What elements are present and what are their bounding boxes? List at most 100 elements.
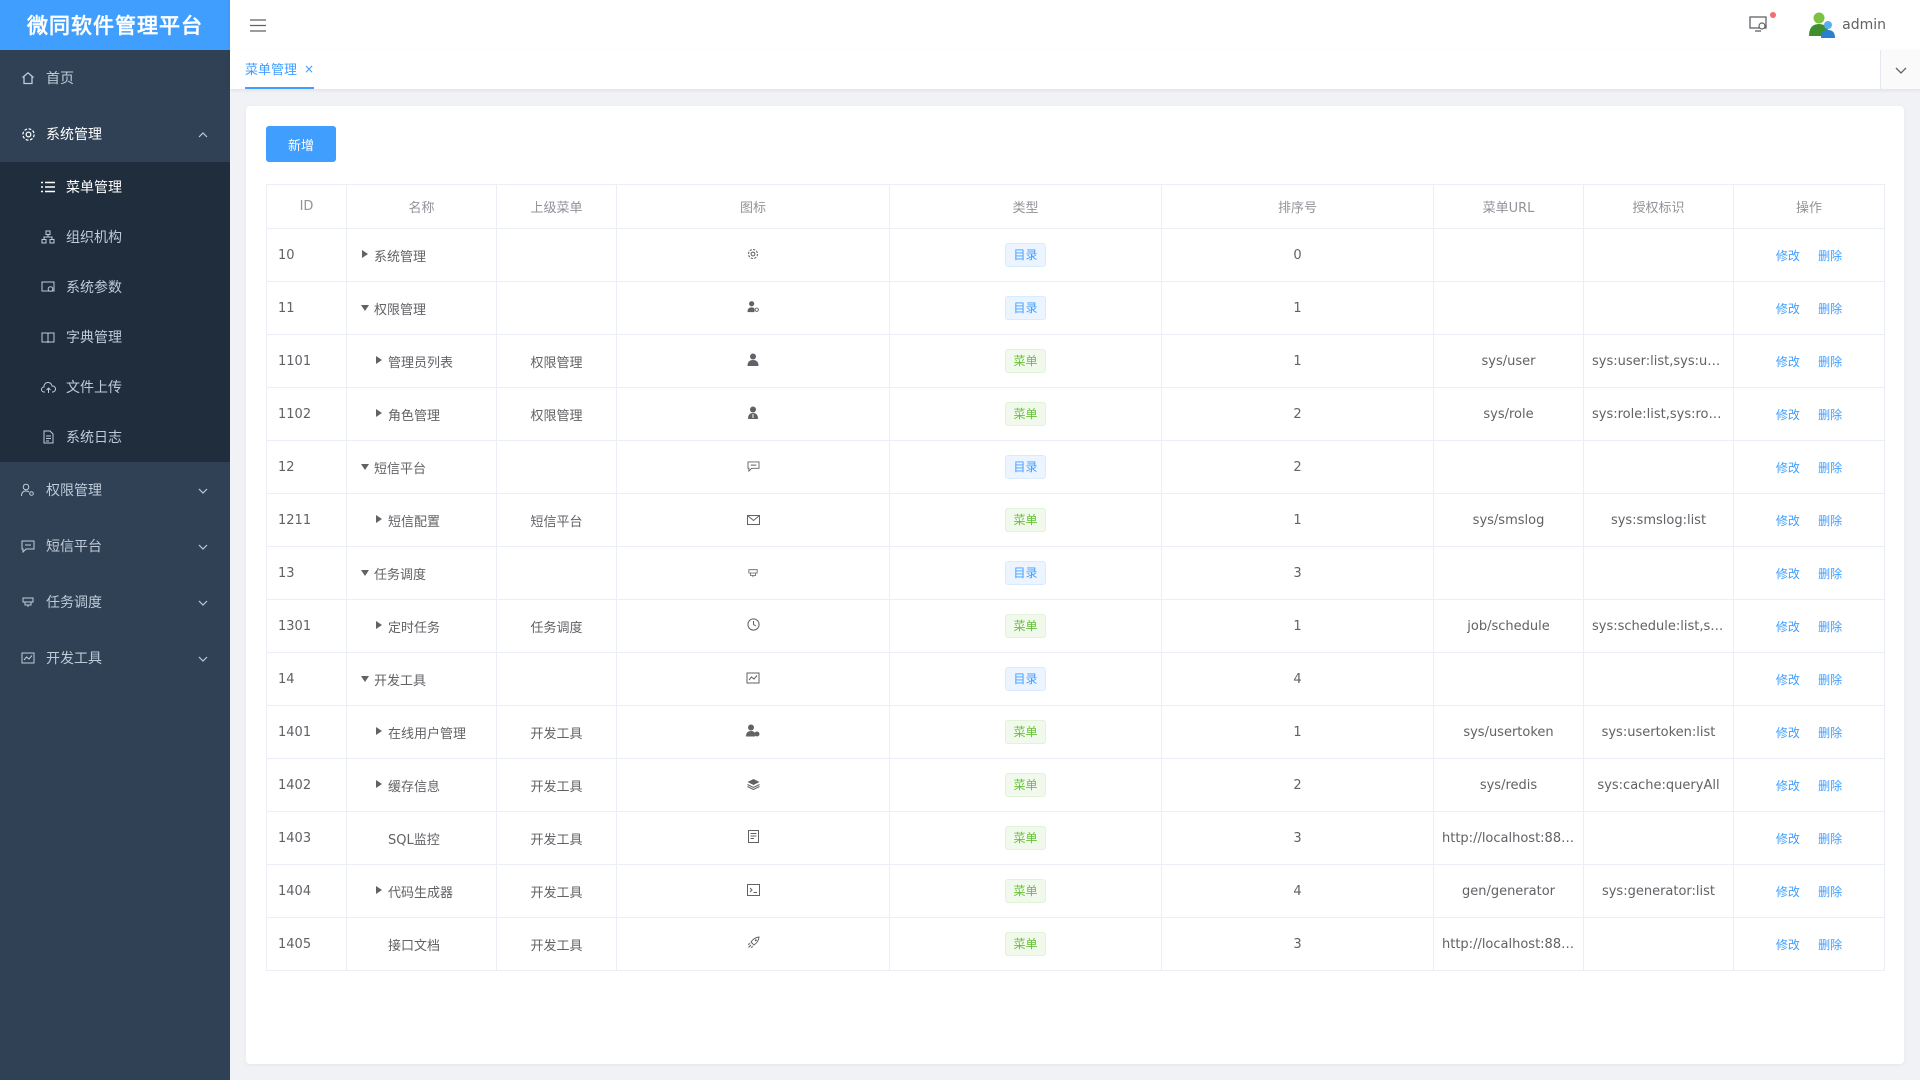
expand-caret-icon[interactable] xyxy=(373,409,385,419)
notification-button[interactable] xyxy=(1748,12,1777,36)
user-menu[interactable]: admin xyxy=(1806,10,1886,40)
sidebar-item-dictionary[interactable]: 字典管理 xyxy=(0,312,230,362)
expand-caret-icon[interactable] xyxy=(359,250,371,260)
edit-link[interactable]: 修改 xyxy=(1775,460,1800,475)
tabs-dropdown-button[interactable] xyxy=(1880,50,1920,89)
expand-caret-icon[interactable] xyxy=(373,356,385,366)
delete-link[interactable]: 删除 xyxy=(1818,248,1843,263)
delete-link[interactable]: 删除 xyxy=(1818,831,1843,846)
table-row: 11 权限管理 目录 1 修改 删除 xyxy=(266,281,1885,335)
type-tag: 菜单 xyxy=(1005,402,1046,426)
cell-sort: 4 xyxy=(1161,652,1434,706)
edit-link[interactable]: 修改 xyxy=(1775,566,1800,581)
sidebar-item-dev[interactable]: 开发工具 xyxy=(0,630,230,686)
edit-link[interactable]: 修改 xyxy=(1775,248,1800,263)
cell-actions: 修改 删除 xyxy=(1733,758,1885,812)
name-wrapper: 角色管理 xyxy=(355,405,440,424)
name-wrapper: 系统管理 xyxy=(355,246,426,265)
column-header: 操作 xyxy=(1733,184,1885,229)
edit-link[interactable]: 修改 xyxy=(1775,778,1800,793)
expand-caret-icon[interactable] xyxy=(359,304,371,313)
sidebar-item-logs[interactable]: 系统日志 xyxy=(0,412,230,462)
cell-perms: sys:generator:list xyxy=(1583,864,1734,918)
cell-perms xyxy=(1583,281,1734,335)
cell-id: 1211 xyxy=(266,493,347,547)
type-tag: 目录 xyxy=(1005,296,1046,320)
expand-caret-icon[interactable] xyxy=(359,569,371,578)
cell-parent xyxy=(496,281,617,335)
hamburger-icon[interactable] xyxy=(250,16,268,34)
expand-caret-icon[interactable] xyxy=(373,515,385,525)
delete-link[interactable]: 删除 xyxy=(1818,884,1843,899)
edit-link[interactable]: 修改 xyxy=(1775,407,1800,422)
name-wrapper: 权限管理 xyxy=(355,299,426,318)
sidebar-item-upload[interactable]: 文件上传 xyxy=(0,362,230,412)
type-tag: 菜单 xyxy=(1005,614,1046,638)
name-wrapper: 开发工具 xyxy=(355,670,426,689)
delete-link[interactable]: 删除 xyxy=(1818,460,1843,475)
delete-link[interactable]: 删除 xyxy=(1818,778,1843,793)
edit-link[interactable]: 修改 xyxy=(1775,831,1800,846)
cell-url xyxy=(1433,546,1584,600)
rocket-icon xyxy=(745,935,761,951)
sidebar-item-sms[interactable]: 短信平台 xyxy=(0,518,230,574)
sidebar-item-permission[interactable]: 权限管理 xyxy=(0,462,230,518)
delete-link[interactable]: 删除 xyxy=(1818,725,1843,740)
type-tag: 菜单 xyxy=(1005,508,1046,532)
role-icon xyxy=(745,405,761,421)
edit-link[interactable]: 修改 xyxy=(1775,301,1800,316)
table-header-row: ID 名称 上级菜单 图标 类型 排序号 菜单URL 授权标识 操作 xyxy=(266,184,1885,229)
cell-icon xyxy=(616,705,890,759)
expand-caret-icon[interactable] xyxy=(373,886,385,896)
type-tag: 菜单 xyxy=(1005,932,1046,956)
user-key-icon xyxy=(20,482,36,498)
delete-link[interactable]: 删除 xyxy=(1818,301,1843,316)
cell-perms xyxy=(1583,917,1734,971)
org-icon xyxy=(40,229,56,245)
cell-perms xyxy=(1583,546,1734,600)
cell-name: 任务调度 xyxy=(346,546,497,600)
cell-name: 短信配置 xyxy=(346,493,497,547)
sidebar-item-menu-management[interactable]: 菜单管理 xyxy=(0,162,230,212)
cell-id: 1301 xyxy=(266,599,347,653)
expand-caret-icon[interactable] xyxy=(373,780,385,790)
edit-link[interactable]: 修改 xyxy=(1775,672,1800,687)
sidebar-item-system[interactable]: 系统管理 xyxy=(0,106,230,162)
edit-link[interactable]: 修改 xyxy=(1775,937,1800,952)
edit-link[interactable]: 修改 xyxy=(1775,884,1800,899)
online-user-icon xyxy=(745,723,761,739)
cell-actions: 修改 删除 xyxy=(1733,493,1885,547)
cell-sort: 1 xyxy=(1161,281,1434,335)
sidebar-item-task[interactable]: 任务调度 xyxy=(0,574,230,630)
table-row: 1102 角色管理 权限管理 菜单 2 sys/role sys:role:li… xyxy=(266,387,1885,441)
add-button[interactable]: 新增 xyxy=(266,126,336,162)
cell-perms: sys:schedule:list,sys:schedule:info xyxy=(1583,599,1734,653)
sidebar-item-label: 文件上传 xyxy=(66,380,122,396)
delete-link[interactable]: 删除 xyxy=(1818,619,1843,634)
close-icon[interactable]: × xyxy=(304,61,315,76)
edit-link[interactable]: 修改 xyxy=(1775,619,1800,634)
expand-caret-icon[interactable] xyxy=(359,463,371,472)
edit-link[interactable]: 修改 xyxy=(1775,354,1800,369)
cell-name: 开发工具 xyxy=(346,652,497,706)
delete-link[interactable]: 删除 xyxy=(1818,513,1843,528)
sidebar-item-org[interactable]: 组织机构 xyxy=(0,212,230,262)
cell-parent: 开发工具 xyxy=(496,864,617,918)
delete-link[interactable]: 删除 xyxy=(1818,354,1843,369)
delete-link[interactable]: 删除 xyxy=(1818,937,1843,952)
expand-caret-icon[interactable] xyxy=(359,675,371,684)
app-logo[interactable]: 微同软件管理平台 xyxy=(0,0,230,50)
delete-link[interactable]: 删除 xyxy=(1818,407,1843,422)
delete-link[interactable]: 删除 xyxy=(1818,672,1843,687)
delete-link[interactable]: 删除 xyxy=(1818,566,1843,581)
edit-link[interactable]: 修改 xyxy=(1775,725,1800,740)
name-label: 短信平台 xyxy=(374,461,427,477)
tab-menu-management[interactable]: 菜单管理 × xyxy=(245,50,315,89)
edit-link[interactable]: 修改 xyxy=(1775,513,1800,528)
expand-caret-icon[interactable] xyxy=(373,621,385,631)
cell-type: 菜单 xyxy=(889,493,1162,547)
sidebar-item-params[interactable]: 系统参数 xyxy=(0,262,230,312)
sidebar-item-home[interactable]: 首页 xyxy=(0,50,230,106)
expand-caret-icon[interactable] xyxy=(373,727,385,737)
cell-parent xyxy=(496,652,617,706)
